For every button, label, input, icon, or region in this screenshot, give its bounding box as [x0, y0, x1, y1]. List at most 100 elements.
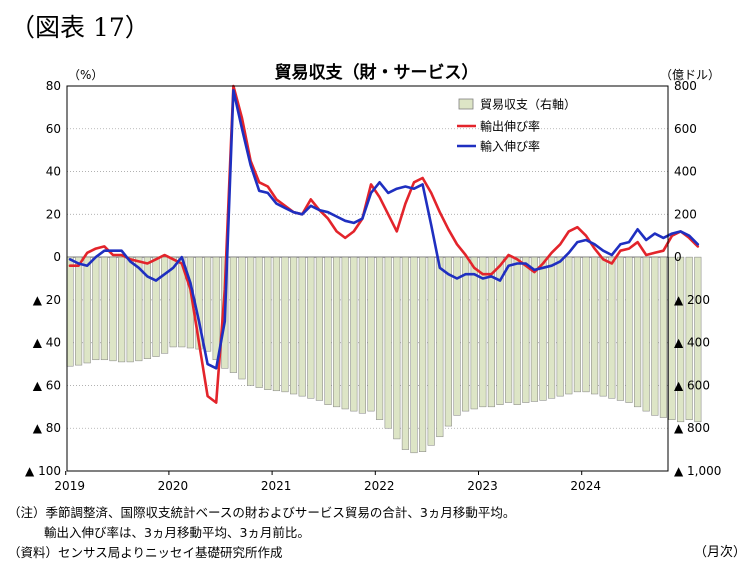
trade-balance-bar	[634, 256, 642, 408]
export-growth-line	[68, 84, 700, 404]
x-axis-unit: （月次）	[694, 545, 747, 560]
trade-balance-bar	[556, 256, 564, 397]
left-tick-label: ▲ 80	[33, 421, 61, 435]
trade-balance-bar	[599, 256, 607, 397]
trade-balance-bar	[642, 256, 650, 412]
left-tick-label: ▲ 40	[33, 336, 61, 350]
trade-balance-bar	[487, 256, 495, 408]
right-tick-label: ▲ 400	[674, 336, 710, 350]
trade-balance-bar	[608, 256, 616, 399]
trade-balance-bar	[290, 256, 298, 395]
trade-balance-bar	[109, 256, 117, 362]
trade-balance-bar	[238, 256, 246, 380]
trade-balance-bar	[83, 256, 91, 364]
right-tick-label: 400	[674, 165, 697, 179]
trade-balance-bar	[264, 256, 272, 390]
trade-balance-bar	[479, 256, 487, 408]
trade-balance-bar	[651, 256, 659, 416]
right-axis-unit: （億ドル）	[660, 68, 721, 82]
figure-label: （図表 17）	[10, 13, 150, 42]
x-tick-label: 2021	[261, 479, 292, 493]
trade-balance-bar	[694, 256, 702, 423]
trade-balance-bar	[367, 256, 375, 412]
trade-balance-bar	[281, 256, 289, 393]
trade-balance-bar	[453, 256, 461, 416]
trade-balance-bar	[410, 256, 418, 454]
trade-balance-bar	[376, 256, 384, 420]
legend-label-exports: 輸出伸び率	[480, 119, 540, 134]
trade-balance-bar	[384, 256, 392, 429]
right-tick-label: 0	[674, 250, 682, 264]
trade-balance-bar	[307, 256, 315, 399]
trade-balance-bar	[66, 256, 74, 367]
left-tick-label: 60	[46, 122, 61, 136]
trade-balance-bar	[152, 256, 160, 357]
legend-label-imports: 輸入伸び率	[480, 139, 540, 154]
trade-balance-bar	[255, 256, 263, 388]
note-line-1: （注）季節調整済、国際収支統計ベースの財およびサービス貿易の合計、3ヵ月移動平均…	[8, 505, 516, 520]
trade-balance-bar	[436, 256, 444, 438]
trade-balance-bar	[393, 256, 401, 440]
trade-balance-bar	[358, 256, 366, 414]
trade-balance-bar	[247, 256, 255, 386]
trade-balance-bar	[444, 256, 452, 427]
trade-balance-bar	[659, 256, 667, 418]
trade-balance-bar	[582, 256, 590, 393]
legend-swatch-trade-balance	[458, 98, 474, 110]
trade-balance-bar	[350, 256, 358, 412]
trade-balance-bar	[419, 256, 427, 452]
trade-balance-bar	[229, 256, 237, 373]
chart-title: 貿易収支（財・サービス）	[274, 63, 479, 83]
right-tick-label: ▲ 200	[674, 293, 710, 307]
x-tick-label: 2022	[364, 479, 395, 493]
trade-balance-bar	[462, 256, 470, 412]
trade-balance-bar	[530, 256, 538, 402]
right-tick-label: ▲ 1,000	[674, 464, 721, 478]
trade-balance-bar	[341, 256, 349, 410]
note-line-2: 輸出入伸び率は、3ヵ月移動平均、3ヵ月前比。	[44, 525, 310, 540]
left-tick-label: 0	[53, 250, 61, 264]
trade-balance-bar	[324, 256, 332, 405]
left-tick-label: ▲ 100	[25, 464, 61, 478]
x-tick-label: 2024	[570, 479, 601, 493]
left-tick-label: 40	[46, 165, 61, 179]
left-axis-unit: （%）	[68, 68, 104, 82]
trade-balance-bars	[66, 256, 702, 454]
trade-balance-bar	[427, 256, 435, 446]
trade-balance-bar	[470, 256, 478, 410]
trade-balance-bar	[513, 256, 521, 405]
legend-label-trade-balance: 貿易収支（右軸）	[480, 97, 576, 112]
x-tick-label: 2019	[54, 479, 85, 493]
trade-balance-bar	[126, 256, 134, 363]
trade-balance-bar	[100, 256, 108, 361]
right-tick-label: 200	[674, 207, 697, 221]
trade-balance-bar	[496, 256, 504, 405]
right-tick-label: ▲ 800	[674, 421, 710, 435]
left-tick-label: 80	[46, 79, 61, 93]
trade-balance-bar	[143, 256, 151, 359]
trade-balance-bar	[169, 256, 177, 348]
trade-balance-bar	[616, 256, 624, 401]
trade-balance-bar	[401, 256, 409, 450]
trade-balance-bar	[272, 256, 280, 392]
left-tick-label: ▲ 60	[33, 378, 61, 392]
trade-balance-bar	[315, 256, 323, 401]
trade-balance-bar	[161, 256, 169, 354]
right-tick-label: 800	[674, 79, 697, 93]
x-tick-label: 2023	[467, 479, 498, 493]
trade-balance-bar	[625, 256, 633, 403]
trade-balance-bar	[505, 256, 513, 403]
trade-balance-bar	[118, 256, 126, 363]
trade-balance-bar	[204, 256, 212, 352]
x-tick-label: 2020	[158, 479, 189, 493]
trade-balance-bar	[573, 256, 581, 393]
trade-balance-bar	[565, 256, 573, 395]
legend: 貿易収支（右軸） 輸出伸び率 輸入伸び率	[457, 97, 576, 154]
source-note: （資料）センサス局よりニッセイ基礎研究所作成	[8, 545, 283, 560]
right-tick-label: ▲ 600	[674, 378, 710, 392]
trade-balance-bar	[591, 256, 599, 395]
left-tick-label: ▲ 20	[33, 293, 61, 307]
trade-balance-bar	[685, 256, 693, 420]
